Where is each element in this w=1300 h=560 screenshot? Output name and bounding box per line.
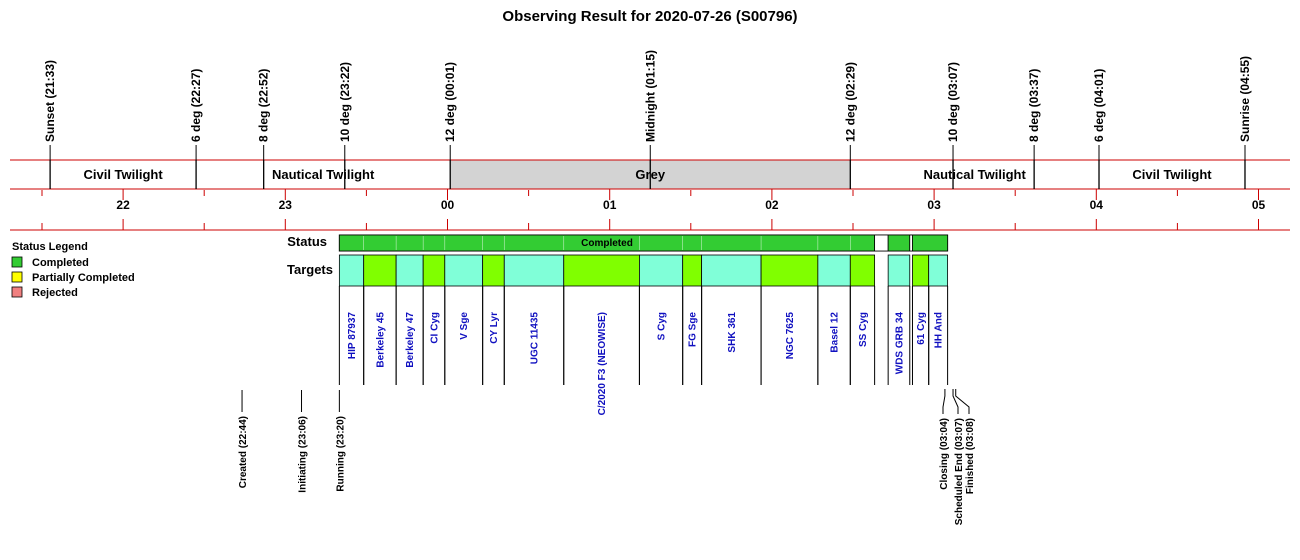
- target-bar-11: [760, 254, 819, 287]
- hour-tick-label-7: 05: [1252, 198, 1266, 212]
- sun-event-label-8: 8 deg (03:37): [1027, 69, 1041, 142]
- sun-event-label-5: Midnight (01:15): [643, 50, 657, 142]
- target-label-10: SHK 361: [727, 312, 738, 353]
- process-event-label-0: Created (22:44): [238, 416, 249, 488]
- hour-tick-label-0: 22: [116, 198, 130, 212]
- process-event-label-3: Closing (03:04): [939, 418, 950, 490]
- target-label-16: HH And: [934, 312, 945, 348]
- status-segment-2: [887, 234, 911, 252]
- target-bar-13: [849, 254, 876, 287]
- chart-title: Observing Result for 2020-07-26 (S00796): [502, 8, 797, 25]
- target-bar-8: [639, 254, 684, 287]
- target-label-6: UGC 11435: [530, 312, 541, 365]
- hour-tick-label-4: 02: [765, 198, 779, 212]
- target-label-1: Berkeley 45: [375, 312, 386, 368]
- process-event-line-4: [952, 389, 959, 414]
- legend-swatch-1: [11, 271, 23, 283]
- target-label-9: FG Sge: [688, 312, 699, 347]
- target-label-7: C/2020 F3 (NEOWISE): [597, 312, 608, 415]
- target-label-3: CI Cyg: [429, 312, 440, 344]
- sun-event-label-0: Sunset (21:33): [43, 60, 57, 142]
- target-label-2: Berkeley 47: [405, 312, 416, 368]
- status-segment-4: [912, 234, 949, 252]
- target-label-11: NGC 7625: [785, 312, 796, 360]
- sun-event-label-3: 10 deg (23:22): [338, 62, 352, 142]
- target-label-12: Basel 12: [830, 312, 841, 353]
- target-bar-12: [817, 254, 851, 287]
- target-bar-1: [363, 254, 397, 287]
- target-bar-10: [701, 254, 762, 287]
- target-bar-3: [422, 254, 446, 287]
- status-legend: Status Legend Completed Partially Complete…: [11, 241, 135, 299]
- sun-event-label-9: 6 deg (04:01): [1092, 69, 1106, 142]
- hour-tick-label-3: 01: [603, 198, 617, 212]
- twilight-band-label-3: Nautical Twilight: [923, 167, 1026, 182]
- process-events: Created (22:44) Initiating (23:06) Running…: [238, 389, 976, 525]
- target-bar-4: [444, 254, 484, 287]
- hour-tick-label-2: 00: [441, 198, 455, 212]
- process-event-label-1: Initiating (23:06): [298, 416, 309, 493]
- status-row: Status Completed: [287, 234, 949, 252]
- status-segment-1: [874, 234, 889, 252]
- target-bar-14: [887, 254, 911, 287]
- sun-events: Sunset (21:33) 6 deg (22:27) 8 deg (22:52)…: [43, 50, 1252, 189]
- twilight-band-label-4: Civil Twilight: [1132, 167, 1212, 182]
- targets-row: Targets HIP 87937 Berkeley 45 Berkeley 47 CI…: [287, 254, 949, 415]
- legend-title: Status Legend: [12, 241, 88, 253]
- targets-row-label: Targets: [287, 262, 333, 277]
- twilight-band-label-1: Nautical Twilight: [272, 167, 375, 182]
- target-label-15: 61 Cyg: [916, 312, 927, 345]
- target-bar-15: [912, 254, 930, 287]
- target-label-5: CY Lyr: [489, 312, 500, 344]
- target-bar-2: [395, 254, 424, 287]
- sun-event-label-10: Sunrise (04:55): [1238, 56, 1252, 142]
- target-label-14: WDS GRB 34: [894, 312, 905, 375]
- target-bar-0: [338, 254, 365, 287]
- target-label-4: V Sge: [459, 312, 470, 340]
- process-event-label-5: Finished (03:08): [965, 418, 976, 494]
- process-event-label-2: Running (23:20): [335, 416, 346, 492]
- target-label-8: S Cyg: [657, 312, 668, 340]
- target-bar-6: [503, 254, 565, 287]
- hour-tick-label-1: 23: [279, 198, 293, 212]
- sun-event-label-6: 12 deg (02:29): [843, 62, 857, 142]
- legend-swatch-2: [11, 286, 23, 298]
- target-label-13: SS Cyg: [858, 312, 869, 347]
- status-segment-3: [909, 234, 913, 252]
- hour-tick-label-5: 03: [927, 198, 941, 212]
- legend-label-2: Rejected: [32, 287, 78, 299]
- target-bar-9: [682, 254, 703, 287]
- target-bar-7: [563, 254, 640, 287]
- process-event-line-5: [955, 389, 970, 414]
- hour-axis: 22 23 00 01 02 03 04 05: [10, 189, 1290, 231]
- process-event-line-3: [942, 389, 946, 414]
- status-row-label: Status: [287, 234, 327, 249]
- sun-event-label-1: 6 deg (22:27): [189, 69, 203, 142]
- sun-event-label-4: 12 deg (00:01): [443, 62, 457, 142]
- twilight-band-label-0: Civil Twilight: [83, 167, 163, 182]
- legend-label-1: Partially Completed: [32, 272, 135, 284]
- target-label-0: HIP 87937: [347, 312, 358, 360]
- sun-event-label-7: 10 deg (03:07): [946, 62, 960, 142]
- legend-label-0: Completed: [32, 257, 89, 269]
- sun-event-label-2: 8 deg (22:52): [257, 69, 271, 142]
- hour-tick-label-6: 04: [1090, 198, 1104, 212]
- process-event-label-4: Scheduled End (03:07): [954, 418, 965, 525]
- status-segment-label-0: Completed: [581, 238, 633, 249]
- target-bar-5: [482, 254, 505, 287]
- target-bar-16: [928, 254, 949, 287]
- legend-swatch-0: [11, 256, 23, 268]
